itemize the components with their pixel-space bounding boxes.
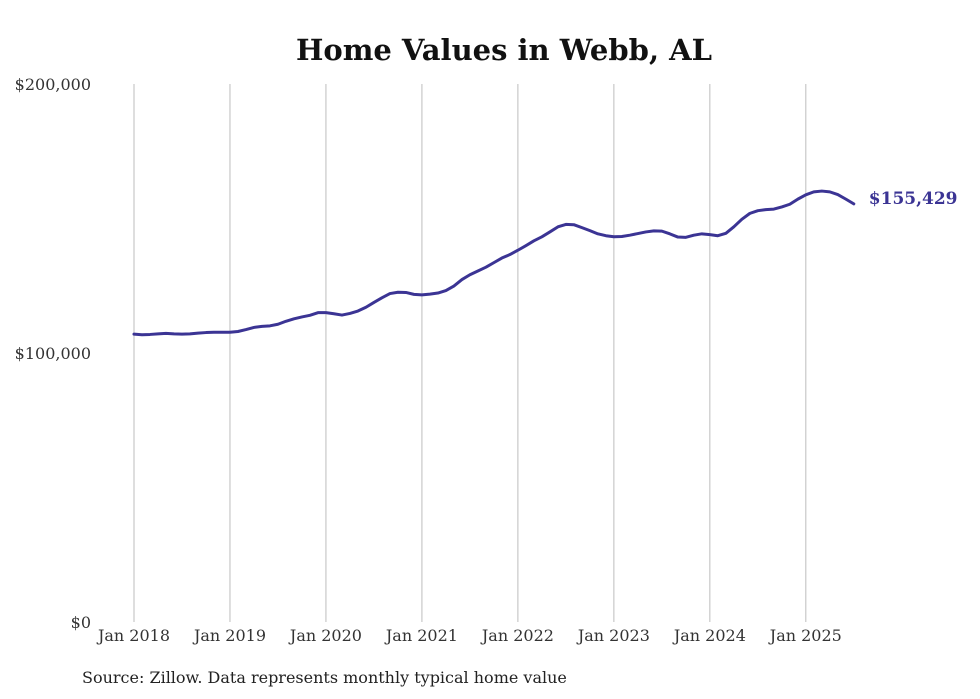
x-tick-label: Jan 2020: [288, 626, 362, 645]
x-tick-label: Jan 2022: [480, 626, 554, 645]
end-value-label: $155,429: [869, 189, 958, 209]
x-tick-label: Jan 2025: [768, 626, 842, 645]
x-tick-label: Jan 2023: [576, 626, 650, 645]
y-tick-label: $200,000: [15, 75, 91, 94]
y-tick-label: $0: [71, 613, 91, 632]
x-tick-label: Jan 2021: [384, 626, 458, 645]
source-note: Source: Zillow. Data represents monthly …: [82, 668, 567, 687]
series-layer: [132, 189, 856, 337]
x-axis-ticks: Jan 2018 Jan 2019 Jan 2020 Jan 2021 Jan 2022…: [96, 626, 842, 645]
series-line: [132, 189, 856, 337]
chart-title: Home Values in Webb, AL: [296, 33, 712, 67]
x-tick-label: Jan 2024: [672, 626, 746, 645]
y-tick-label: $100,000: [15, 344, 91, 363]
x-tick-label: Jan 2018: [96, 626, 170, 645]
y-axis-ticks: $0 $100,000 $200,000: [15, 75, 91, 632]
grid-lines: [133, 84, 807, 622]
x-tick-label: Jan 2019: [192, 626, 266, 645]
